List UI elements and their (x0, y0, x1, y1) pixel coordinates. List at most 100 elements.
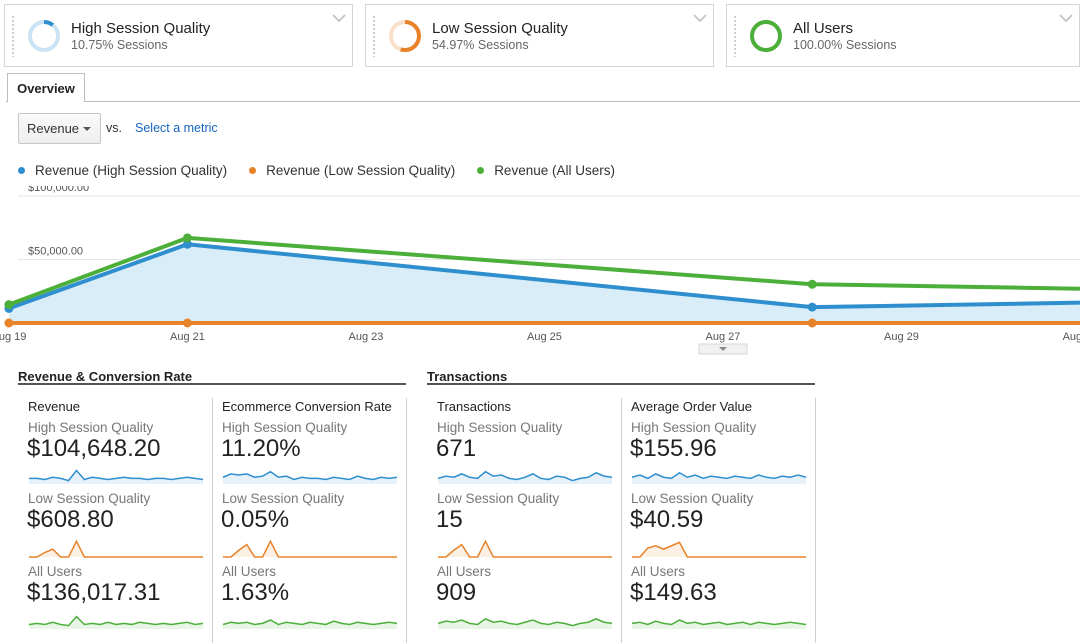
segment-sessions: 54.97% Sessions (432, 38, 529, 52)
segment-card-high-session-quality[interactable]: High Session Quality 10.75% Sessions (4, 4, 353, 67)
sparkline-line (223, 539, 397, 558)
metric-value: 11.20% (221, 435, 301, 462)
sparkline-area (438, 618, 612, 629)
sparkline (29, 469, 204, 484)
metric-column: Ecommerce Conversion Rate High Session Qu… (212, 398, 406, 643)
sparkline-line (438, 539, 612, 558)
chart-legend: Revenue (High Session Quality) Revenue (… (18, 162, 637, 178)
x-tick-label: Aug 21 (170, 331, 205, 343)
ring-track (28, 20, 60, 52)
sparkline (222, 470, 398, 484)
metric-segment-label: High Session Quality (28, 420, 154, 435)
column-divider (212, 398, 213, 643)
x-tick-label: Aug 31 (1063, 331, 1080, 343)
legend-label: Revenue (High Session Quality) (35, 162, 228, 178)
metric-segment-label: Low Session Quality (28, 491, 151, 506)
select-metric-link[interactable]: Select a metric (135, 121, 218, 135)
x-tick-label: Aug 25 (527, 331, 562, 343)
segment-card-all-users[interactable]: All Users 100.00% Sessions (726, 4, 1080, 67)
segment-name: Low Session Quality (432, 20, 568, 37)
series-line-2[interactable] (8, 235, 1080, 307)
x-tick-label: Aug 23 (349, 331, 384, 343)
ring-fill (750, 20, 782, 52)
metric-value: $608.80 (27, 506, 114, 533)
legend-item-all[interactable]: Revenue (All Users) (477, 162, 615, 178)
vs-label: vs. (106, 121, 122, 135)
chevron-down-icon[interactable] (1059, 13, 1073, 23)
high-series-area (8, 244, 1080, 323)
series-point-1[interactable] (807, 318, 817, 328)
legend-dot-icon (18, 166, 25, 174)
metric-segment-label: Low Session Quality (631, 491, 754, 506)
segment-bar: High Session Quality 10.75% Sessions Low… (4, 4, 1080, 68)
metric-column: Revenue High Session Quality $104,648.20 Lo… (18, 398, 212, 643)
metric-value: 671 (436, 435, 477, 462)
sparkline-line (632, 541, 806, 558)
column-divider (406, 398, 407, 643)
tab-overview[interactable]: Overview (7, 73, 85, 102)
segment-sessions: 100.00% Sessions (793, 38, 897, 52)
metric-column: Average Order Value High Session Quality $… (621, 398, 815, 643)
legend-item-low[interactable]: Revenue (Low Session Quality) (249, 162, 455, 178)
legend-dot-icon (477, 166, 485, 174)
metric-segment-label: High Session Quality (222, 420, 348, 435)
y-tick-label: $100,000.00 (28, 186, 89, 194)
segment-ring-icon (389, 20, 421, 52)
segment-card-low-session-quality[interactable]: Low Session Quality 54.97% Sessions (365, 4, 714, 67)
metric-title: Average Order Value (631, 399, 752, 414)
series-point-0[interactable] (182, 239, 192, 249)
sparkline (631, 619, 807, 629)
x-tick-label: Aug 29 (884, 331, 919, 343)
sparkline-area (29, 541, 203, 557)
drag-handle-icon[interactable] (372, 15, 376, 57)
section-title-revenue-conversion: Revenue & Conversion Rate (18, 369, 193, 384)
metric-segment-label: High Session Quality (437, 420, 563, 435)
segment-ring-icon (28, 20, 60, 52)
chevron-down-icon[interactable] (693, 13, 707, 23)
sparkline-line (631, 471, 807, 480)
series-point-0[interactable] (807, 302, 817, 312)
series-point-2[interactable] (807, 279, 817, 289)
drag-handle-icon[interactable] (733, 15, 737, 57)
segment-name: All Users (793, 20, 854, 37)
metric-value: 1.63% (221, 579, 290, 606)
series-point-1[interactable] (182, 318, 192, 328)
ring-fill (389, 20, 421, 52)
metric-title: Revenue (28, 399, 81, 414)
sparkline (631, 471, 807, 484)
sparkline-line (437, 618, 613, 627)
sparkline (29, 539, 203, 558)
section-rule (18, 383, 406, 385)
sparkline (437, 618, 613, 629)
segment-ring-icon (750, 20, 782, 52)
series-point-2[interactable] (4, 300, 14, 310)
segment-name: High Session Quality (71, 20, 211, 37)
sparkline-line (222, 470, 398, 481)
metric-segment-label: High Session Quality (631, 420, 757, 435)
sparkline-area (29, 616, 203, 629)
sparkline-line (28, 615, 204, 627)
revenue-line-chart[interactable]: $100,000.00 $50,000.00 Aug 19 Aug 21 Aug 23 A… (0, 186, 1080, 356)
series-point-1[interactable] (4, 318, 14, 328)
metric-value: $155.96 (630, 435, 717, 462)
metric-dropdown[interactable]: Revenue (18, 113, 101, 144)
drag-handle-icon[interactable] (11, 15, 15, 57)
legend-item-high[interactable]: Revenue (High Session Quality) (18, 162, 227, 178)
metric-value: $104,648.20 (27, 435, 161, 462)
metric-segment-label: All Users (631, 564, 686, 579)
metric-title: Ecommerce Conversion Rate (222, 399, 392, 414)
sparkline-line (437, 470, 613, 482)
sparkline (438, 539, 612, 558)
metric-segment-label: All Users (222, 564, 277, 579)
series-point-2[interactable] (182, 233, 192, 243)
metric-value: 909 (436, 579, 477, 606)
section-rule (427, 383, 815, 385)
metric-segment-label: Low Session Quality (437, 491, 560, 506)
sparkline-area (29, 470, 203, 484)
segment-sessions: 10.75% Sessions (71, 38, 168, 52)
tab-divider (6, 101, 1080, 102)
series-line-0[interactable] (8, 242, 1080, 311)
sparkline-area (223, 541, 397, 557)
caret-down-icon (83, 127, 91, 131)
chevron-down-icon[interactable] (332, 13, 346, 23)
